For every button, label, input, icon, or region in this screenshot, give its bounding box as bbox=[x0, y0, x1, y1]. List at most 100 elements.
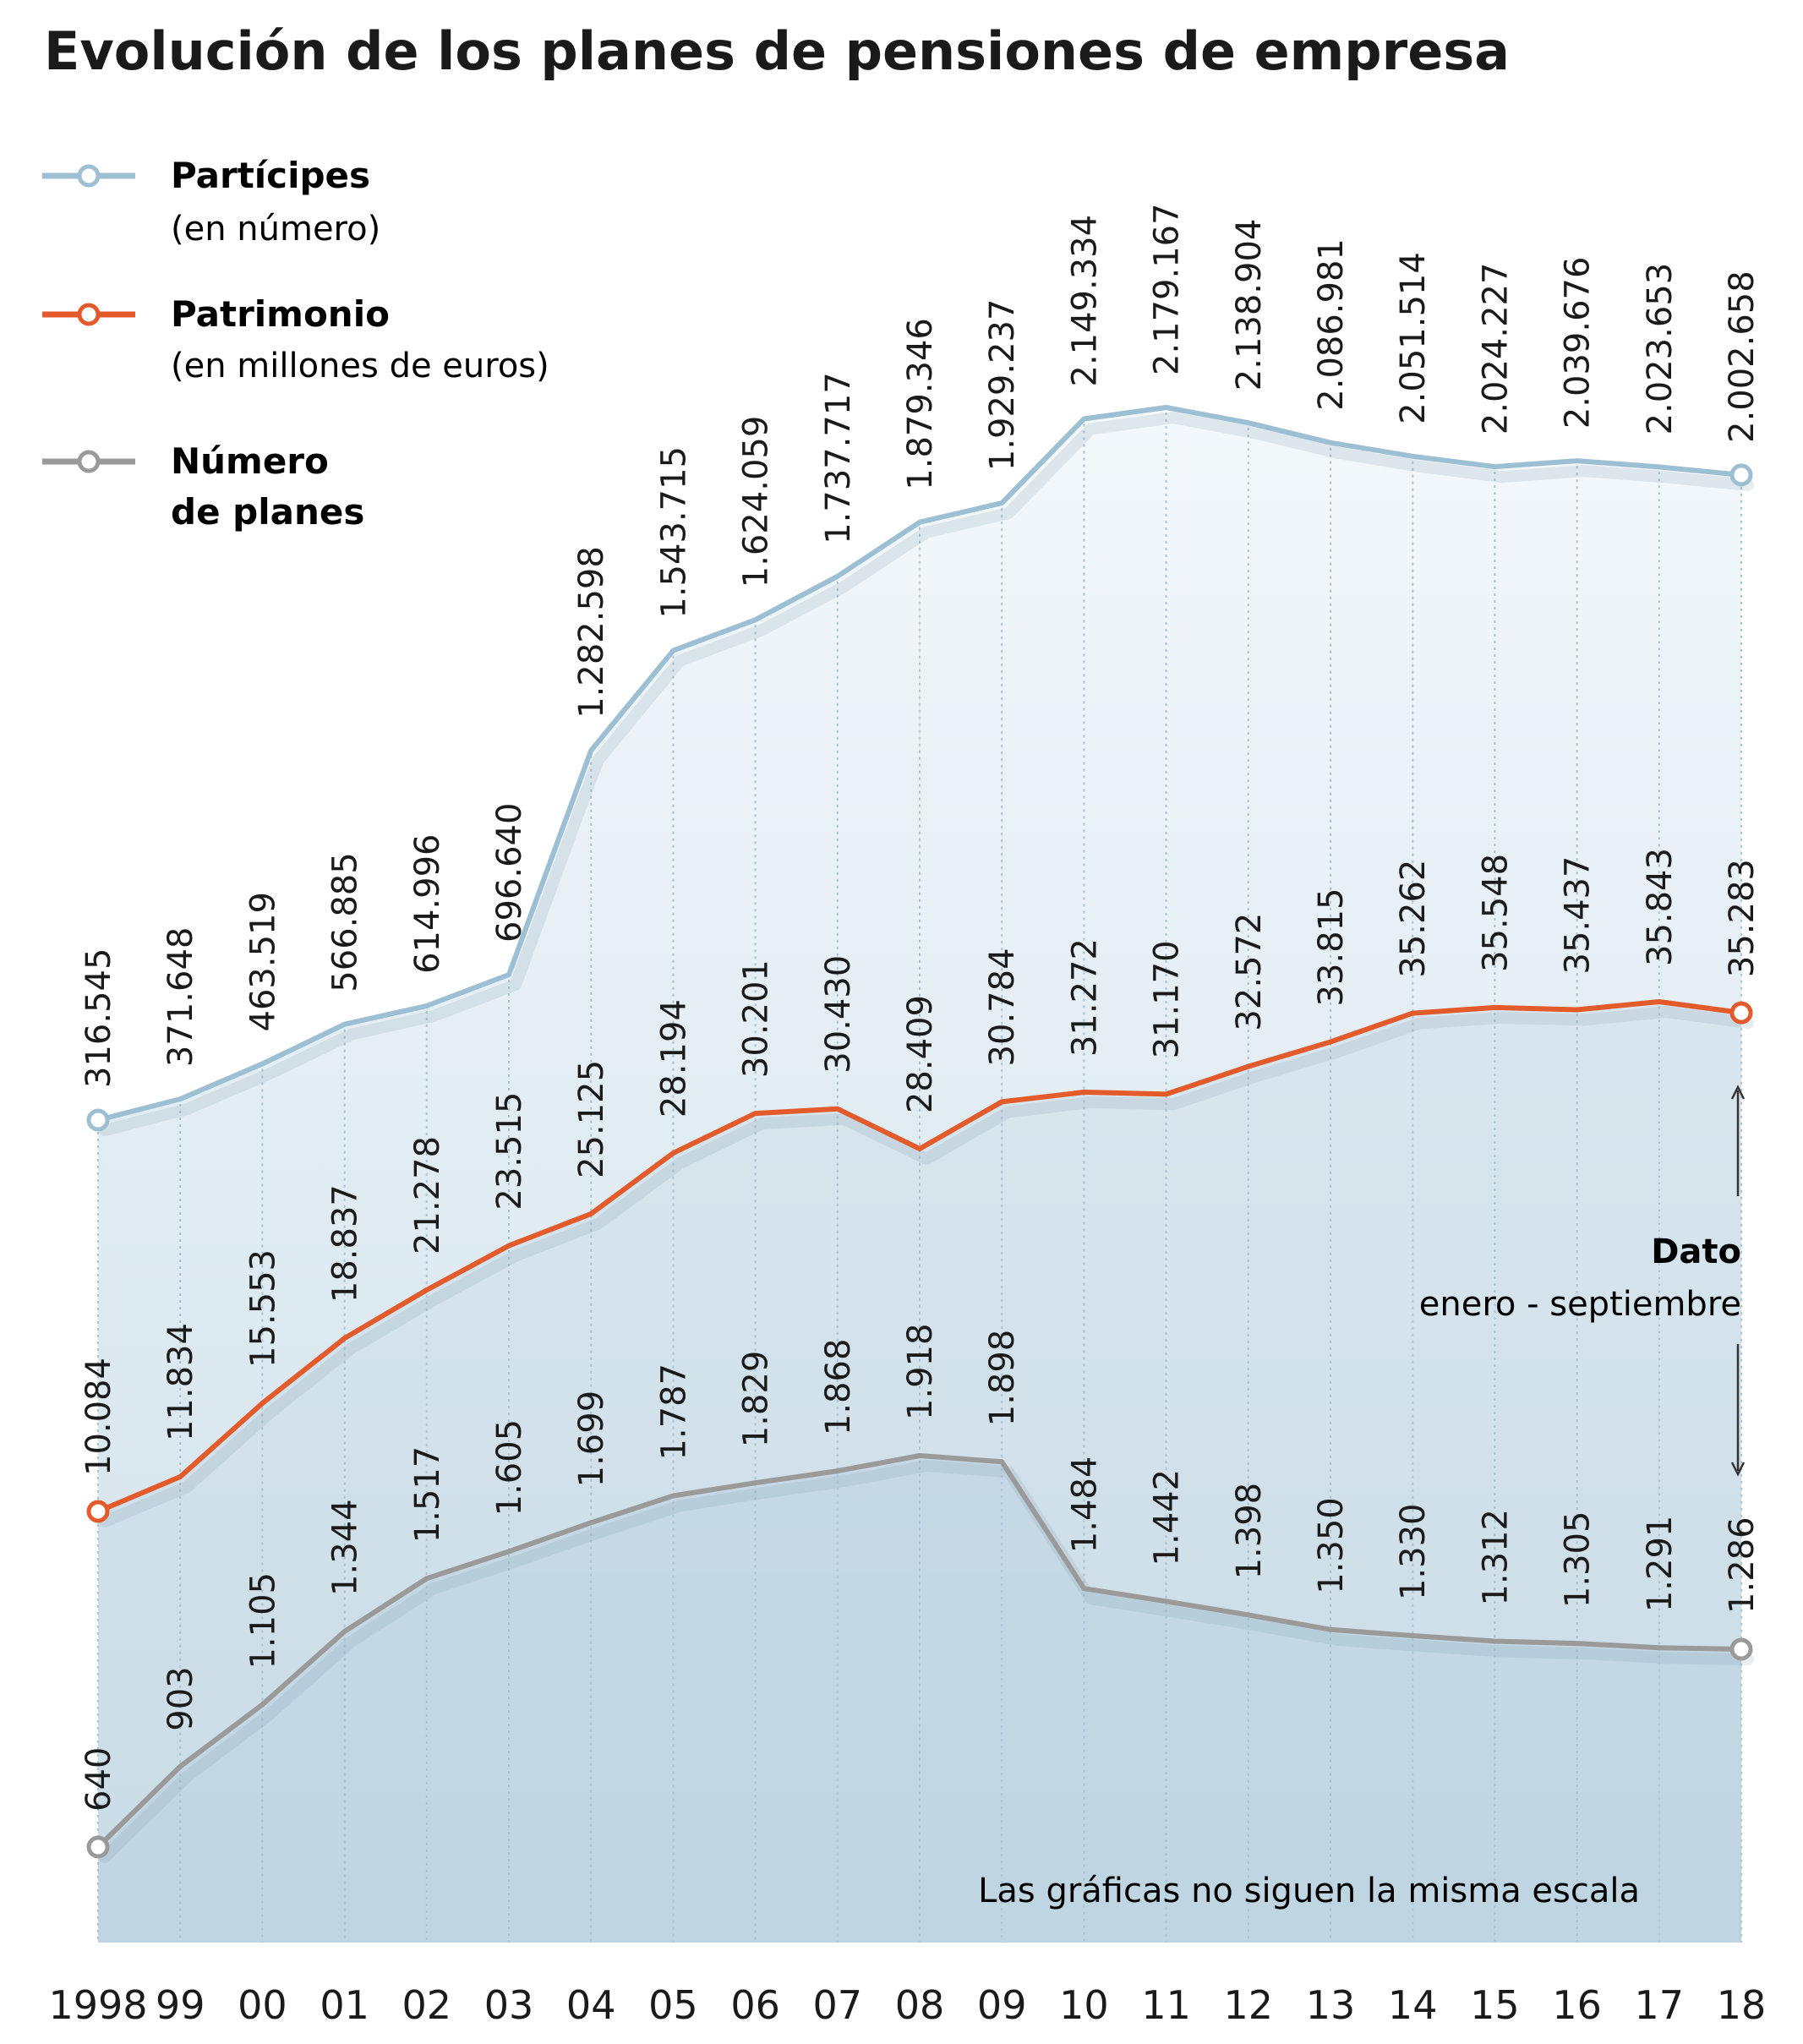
data-label-numero-planes: 1.898 bbox=[983, 1330, 1022, 1427]
data-label-participes: 2.051.514 bbox=[1394, 252, 1433, 424]
legend-name-patrimonio: Patrimonio bbox=[171, 293, 390, 335]
data-label-numero-planes: 1.484 bbox=[1065, 1456, 1104, 1554]
data-label-patrimonio: 33.815 bbox=[1312, 888, 1351, 1007]
x-tick-label: 12 bbox=[1224, 1982, 1274, 2028]
annotation-text: enero - septiembre bbox=[1419, 1285, 1741, 1324]
data-label-numero-planes: 1.605 bbox=[490, 1419, 529, 1517]
series-marker-numero-planes bbox=[86, 1835, 110, 1859]
data-label-patrimonio: 35.843 bbox=[1641, 848, 1680, 966]
chart-title: Evolución de los planes de pensiones de … bbox=[44, 20, 1510, 82]
data-label-patrimonio: 35.262 bbox=[1394, 860, 1433, 978]
legend-subtitle-numero-planes: de planes bbox=[171, 491, 364, 533]
x-tick-label: 01 bbox=[320, 1982, 369, 2028]
x-tick-label: 03 bbox=[484, 1982, 534, 2028]
data-label-participes: 2.024.227 bbox=[1476, 263, 1515, 435]
series-marker-patrimonio bbox=[1729, 1001, 1753, 1025]
data-label-participes: 1.624.059 bbox=[737, 416, 776, 588]
data-label-participes: 2.002.658 bbox=[1723, 271, 1762, 443]
legend-entry-patrimonio: Patrimonio (en millones de euros) bbox=[42, 293, 549, 385]
x-tick-label: 13 bbox=[1306, 1982, 1356, 2028]
x-tick-label: 06 bbox=[730, 1982, 780, 2028]
data-label-numero-planes: 1.286 bbox=[1723, 1517, 1762, 1614]
series-marker-numero-planes bbox=[1729, 1637, 1753, 1661]
data-label-numero-planes: 1.787 bbox=[654, 1364, 693, 1461]
legend-name-numero-planes: Número bbox=[171, 440, 329, 482]
x-tick-label: 02 bbox=[402, 1982, 452, 2028]
data-label-numero-planes: 1.105 bbox=[243, 1572, 282, 1670]
x-tick-label: 14 bbox=[1388, 1982, 1438, 2028]
data-label-numero-planes: 1.868 bbox=[819, 1339, 858, 1436]
data-label-numero-planes: 1.699 bbox=[572, 1391, 611, 1488]
x-tick-label: 05 bbox=[648, 1982, 698, 2028]
data-label-participes: 2.039.676 bbox=[1559, 257, 1598, 429]
data-label-patrimonio: 30.784 bbox=[983, 948, 1022, 1066]
data-label-numero-planes: 1.398 bbox=[1230, 1483, 1269, 1580]
x-tick-label: 08 bbox=[895, 1982, 945, 2028]
series-marker-participes bbox=[86, 1108, 110, 1132]
series-shadow-participes bbox=[99, 412, 1754, 1136]
legend-marker-numero-planes bbox=[77, 450, 101, 473]
legend-subtitle-patrimonio: (en millones de euros) bbox=[171, 347, 549, 385]
data-label-numero-planes: 1.442 bbox=[1148, 1469, 1187, 1566]
data-label-patrimonio: 25.125 bbox=[572, 1060, 611, 1178]
x-tick-label: 17 bbox=[1635, 1982, 1685, 2028]
data-label-patrimonio: 10.084 bbox=[79, 1358, 118, 1476]
data-label-patrimonio: 32.572 bbox=[1230, 913, 1269, 1031]
data-label-participes: 2.179.167 bbox=[1148, 203, 1187, 375]
data-label-patrimonio: 35.548 bbox=[1476, 854, 1515, 972]
series-marker-participes bbox=[1729, 463, 1753, 487]
data-label-participes: 1.737.717 bbox=[819, 372, 858, 544]
series-line-participes bbox=[96, 405, 1744, 1123]
data-label-patrimonio: 31.272 bbox=[1065, 938, 1104, 1057]
series-shadow-patrimonio bbox=[99, 1006, 1754, 1528]
annotation: Dato enero - septiembre bbox=[1419, 1085, 1746, 1477]
legend-subtitle-participes: (en número) bbox=[171, 210, 380, 249]
data-label-patrimonio: 35.283 bbox=[1723, 859, 1762, 977]
data-label-numero-planes: 1.918 bbox=[901, 1323, 940, 1420]
data-label-patrimonio: 15.553 bbox=[243, 1249, 282, 1368]
series-marker-patrimonio bbox=[86, 1500, 110, 1523]
legend-entry-numero-planes: Número de planes bbox=[42, 440, 364, 533]
data-label-numero-planes: 1.312 bbox=[1476, 1509, 1515, 1606]
x-tick-label: 07 bbox=[813, 1982, 863, 2028]
data-label-participes: 1.282.598 bbox=[572, 546, 611, 719]
data-label-patrimonio: 23.515 bbox=[490, 1092, 529, 1211]
data-label-participes: 1.543.715 bbox=[654, 446, 693, 619]
data-label-numero-planes: 1.291 bbox=[1641, 1516, 1680, 1613]
series-shadow-numero-planes bbox=[99, 1460, 1754, 1863]
data-label-patrimonio: 11.834 bbox=[161, 1323, 200, 1441]
data-label-numero-planes: 1.344 bbox=[326, 1499, 365, 1596]
data-label-numero-planes: 1.350 bbox=[1312, 1497, 1351, 1594]
annotation-arrowhead-up bbox=[1730, 1085, 1746, 1100]
data-label-participes: 463.519 bbox=[243, 892, 282, 1031]
x-tick-label: 15 bbox=[1470, 1982, 1520, 2028]
data-label-patrimonio: 30.430 bbox=[819, 955, 858, 1074]
series-line-numero-planes bbox=[96, 1453, 1744, 1850]
data-label-numero-planes: 1.305 bbox=[1559, 1511, 1598, 1609]
legend-marker-participes bbox=[77, 164, 101, 188]
data-label-numero-planes: 640 bbox=[79, 1747, 118, 1812]
data-label-patrimonio: 28.409 bbox=[901, 995, 940, 1113]
data-label-participes: 2.086.981 bbox=[1312, 238, 1351, 411]
x-tick-label: 99 bbox=[156, 1982, 205, 2028]
legend: Partícipes (en número) Patrimonio (en mi… bbox=[42, 155, 549, 533]
data-label-participes: 371.648 bbox=[161, 927, 200, 1067]
data-label-participes: 696.640 bbox=[490, 803, 529, 943]
scale-note: Las gráficas no siguen la misma escala bbox=[978, 1872, 1640, 1910]
data-label-participes: 1.929.237 bbox=[983, 299, 1022, 472]
x-tick-label: 09 bbox=[977, 1982, 1027, 2028]
x-tick-label: 11 bbox=[1141, 1982, 1191, 2028]
data-label-participes: 614.996 bbox=[408, 834, 447, 974]
data-label-participes: 2.149.334 bbox=[1065, 215, 1104, 387]
data-label-numero-planes: 903 bbox=[161, 1666, 200, 1730]
x-tick-label: 18 bbox=[1717, 1982, 1767, 2028]
data-label-participes: 2.138.904 bbox=[1230, 219, 1269, 391]
x-tick-label: 00 bbox=[238, 1982, 287, 2028]
x-tick-label: 1998 bbox=[48, 1982, 147, 2028]
series-line-patrimonio bbox=[96, 999, 1744, 1514]
data-label-patrimonio: 21.278 bbox=[408, 1136, 447, 1254]
data-label-patrimonio: 18.837 bbox=[326, 1184, 365, 1303]
x-tick-label: 04 bbox=[566, 1982, 616, 2028]
x-tick-label: 16 bbox=[1552, 1982, 1602, 2028]
